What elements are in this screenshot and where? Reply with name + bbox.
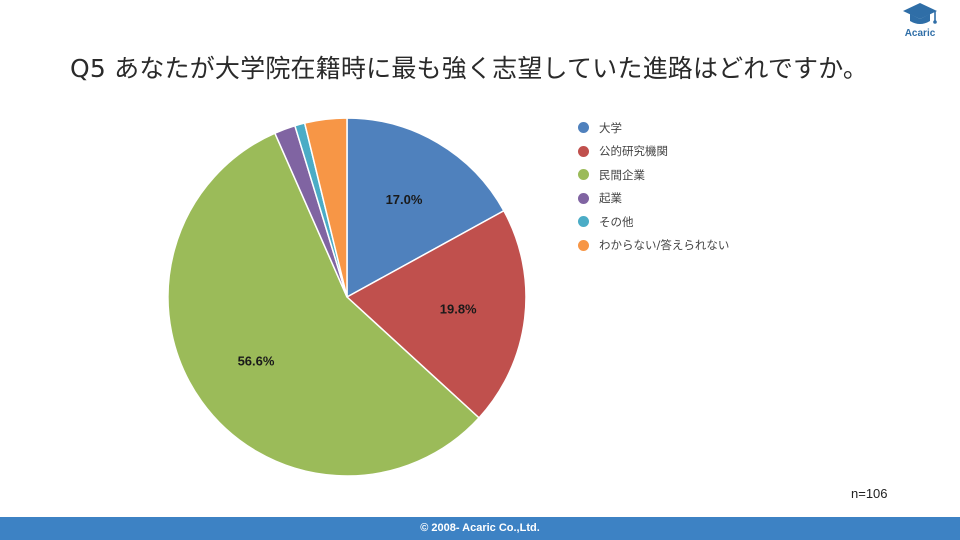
legend-label: 民間企業: [599, 167, 645, 182]
legend-label: その他: [599, 214, 634, 229]
legend-swatch: [578, 145, 589, 157]
pie-data-label: 56.6%: [238, 354, 275, 369]
pie-slice-1: [346, 117, 505, 299]
legend-item: わからない/答えられない: [578, 234, 729, 258]
pie-slice-6: [303, 117, 348, 298]
legend-swatch: [578, 122, 589, 134]
legend-label: 起業: [599, 191, 622, 206]
legend-item: 大学: [578, 116, 729, 140]
pie-data-labels: 17.0% 19.8% 56.6%: [238, 192, 478, 369]
legend-label: わからない/答えられない: [599, 238, 730, 253]
pie-slice-3: [167, 132, 481, 477]
legend-item: 公的研究機関: [578, 140, 729, 164]
legend-swatch: [578, 192, 589, 204]
legend-item: 起業: [578, 187, 729, 211]
legend-label: 公的研究機関: [599, 144, 668, 159]
legend-label: 大学: [599, 120, 622, 135]
logo-text: Acaric: [904, 28, 936, 39]
legend-swatch: [578, 169, 589, 181]
page-title: Q5 あなたが大学院在籍時に最も強く志望していた進路はどれですか。: [70, 54, 869, 83]
pie-data-label: 17.0%: [386, 192, 423, 207]
pie-slices: [167, 117, 527, 477]
legend-swatch: [578, 216, 589, 228]
pie-data-label: 19.8%: [440, 302, 477, 317]
sample-size-label: n=106: [851, 486, 888, 501]
footer-bar: © 2008- Acaric Co.,Ltd.: [0, 517, 960, 540]
pie-slice-2: [345, 209, 527, 419]
graduation-cap-icon: [903, 3, 937, 24]
legend-swatch: [578, 239, 589, 251]
footer-copyright: © 2008- Acaric Co.,Ltd.: [420, 522, 540, 534]
legend-item: 民間企業: [578, 163, 729, 187]
chart-legend: 大学公的研究機関 民間企業起業その他わからない/答えられない: [578, 116, 729, 257]
legend-item: その他: [578, 210, 729, 234]
acaric-logo: Acaric: [890, 2, 950, 44]
